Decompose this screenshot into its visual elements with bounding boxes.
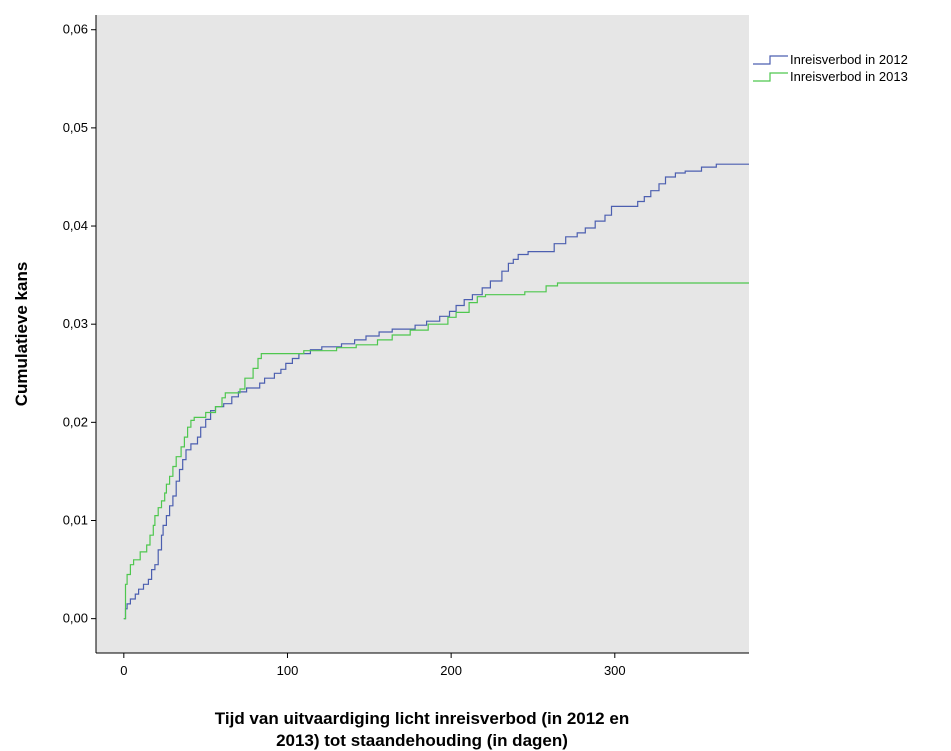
y-tick-label: 0,00 (63, 611, 88, 626)
series-line-2 (123, 282, 749, 620)
x-tick-label: 100 (277, 663, 299, 678)
x-tick-label: 300 (604, 663, 626, 678)
legend-line-1 (753, 55, 788, 65)
x-tick-label: 0 (120, 663, 127, 678)
series-lines (123, 163, 749, 620)
series-line-1 (123, 163, 749, 620)
legend: Inreisverbod in 2012 Inreisverbod in 2013 (753, 52, 908, 84)
y-tick-label: 0,06 (63, 22, 88, 37)
y-tick-label: 0,05 (63, 120, 88, 135)
y-tick-label: 0,03 (63, 316, 88, 331)
x-axis-title-line-1: Tijd van uitvaardiging licht inreisverbo… (215, 709, 629, 728)
x-tick-label: 200 (440, 663, 462, 678)
plot-background (96, 15, 749, 653)
y-tick-label: 0,01 (63, 512, 88, 527)
axes (91, 15, 749, 658)
x-axis-title-line-2: 2013) tot staandehouding (in dagen) (276, 731, 568, 750)
tick-labels: 0,00 0,01 0,02 0,03 0,04 0,05 0,06 0 100 200 300 (63, 22, 626, 678)
legend-label-2: Inreisverbod in 2013 (790, 69, 908, 84)
y-tick-label: 0,02 (63, 414, 88, 429)
y-tick-label: 0,04 (63, 218, 88, 233)
y-axis-title: Cumulatieve kans (12, 262, 31, 407)
legend-line-2 (753, 72, 788, 82)
legend-label-1: Inreisverbod in 2012 (790, 52, 908, 67)
